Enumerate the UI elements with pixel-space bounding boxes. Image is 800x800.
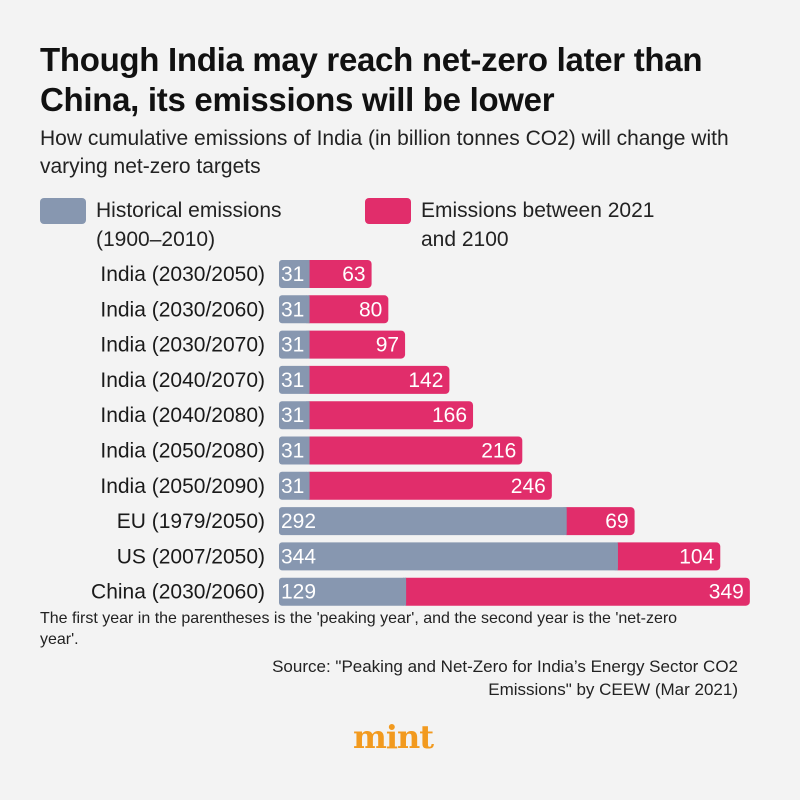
- data-label-historical: 344: [281, 545, 316, 568]
- legend-item-future: Emissions between 2021 and 2100: [365, 196, 661, 254]
- data-label-future: 216: [481, 440, 516, 463]
- bar-future: [305, 295, 389, 324]
- data-label-future: 63: [342, 263, 365, 286]
- data-label-historical: 31: [281, 475, 304, 498]
- bar-historical-edge: [306, 401, 310, 430]
- bar-future: [613, 542, 721, 571]
- bar-historical: [279, 471, 310, 500]
- bar-future: [305, 330, 406, 359]
- legend-item-historical: Historical emissions (1900–2010): [40, 196, 336, 254]
- legend-label-historical: Historical emissions (1900–2010): [96, 199, 282, 251]
- bar-historical-edge: [614, 542, 618, 571]
- category-label: US (2007/2050): [117, 545, 265, 568]
- bar-historical: [279, 436, 310, 465]
- category-label: India (2050/2090): [100, 475, 265, 498]
- data-label-historical: 31: [281, 404, 304, 427]
- category-label: India (2040/2070): [100, 369, 265, 392]
- bar-historical: [279, 260, 310, 288]
- bar-historical-edge: [306, 260, 310, 288]
- category-label: China (2030/2060): [91, 581, 265, 604]
- category-label: India (2030/2060): [100, 298, 265, 321]
- legend-swatch-historical: [40, 198, 86, 224]
- bar-historical-edge: [403, 577, 407, 606]
- bar-historical-edge: [563, 507, 567, 536]
- category-label: India (2050/2080): [100, 440, 265, 463]
- data-label-future: 97: [376, 334, 399, 357]
- bar-chart: India (2030/2050) 31 63 India (2030/2060) 31…: [91, 260, 750, 606]
- legend-swatch-future: [365, 198, 411, 224]
- bar-historical-edge: [306, 330, 310, 359]
- bar-historical-edge: [306, 365, 310, 394]
- data-label-future: 349: [709, 581, 744, 604]
- category-label: India (2030/2050): [100, 263, 265, 286]
- bar-historical: [279, 542, 618, 571]
- bar-future: [305, 471, 552, 500]
- data-label-future: 142: [408, 369, 443, 392]
- bar-future: [305, 436, 523, 465]
- bar-future: [305, 365, 450, 394]
- data-label-future: 80: [359, 298, 382, 321]
- data-label-historical: 292: [281, 510, 316, 533]
- data-label-future: 166: [432, 404, 467, 427]
- data-label-historical: 31: [281, 440, 304, 463]
- bar-historical: [279, 330, 310, 359]
- bar-historical-edge: [306, 436, 310, 465]
- bar-future: [562, 507, 635, 536]
- legend-label-future: Emissions between 2021 and 2100: [421, 199, 655, 251]
- bar-historical-edge: [306, 471, 310, 500]
- bar-historical: [279, 401, 310, 430]
- bar-future: [305, 260, 372, 288]
- chart-subtitle: How cumulative emissions of India (in bi…: [40, 127, 729, 178]
- bar-historical-edge: [306, 295, 310, 324]
- data-label-future: 246: [511, 475, 546, 498]
- category-label: India (2030/2070): [100, 334, 265, 357]
- data-label-historical: 31: [281, 334, 304, 357]
- bar-future: [305, 401, 474, 430]
- bar-historical: [279, 365, 310, 394]
- mint-logo: mint: [353, 718, 434, 756]
- chart-title: Though India may reach net-zero later th…: [40, 41, 703, 118]
- category-label: EU (1979/2050): [117, 510, 265, 533]
- bar-historical: [279, 507, 567, 536]
- bar-historical: [279, 295, 310, 324]
- category-label: India (2040/2080): [100, 404, 265, 427]
- bar-historical: [279, 577, 407, 606]
- data-label-historical: 31: [281, 298, 304, 321]
- bar-future: [402, 577, 750, 606]
- data-label-historical: 31: [281, 369, 304, 392]
- data-label-future: 104: [679, 545, 714, 568]
- data-label-historical: 31: [281, 263, 304, 286]
- footnote: The first year in the parentheses is the…: [40, 610, 678, 648]
- data-label-historical: 129: [281, 581, 316, 604]
- source-credit: Source: "Peaking and Net-Zero for India’…: [272, 657, 738, 699]
- data-label-future: 69: [605, 510, 628, 533]
